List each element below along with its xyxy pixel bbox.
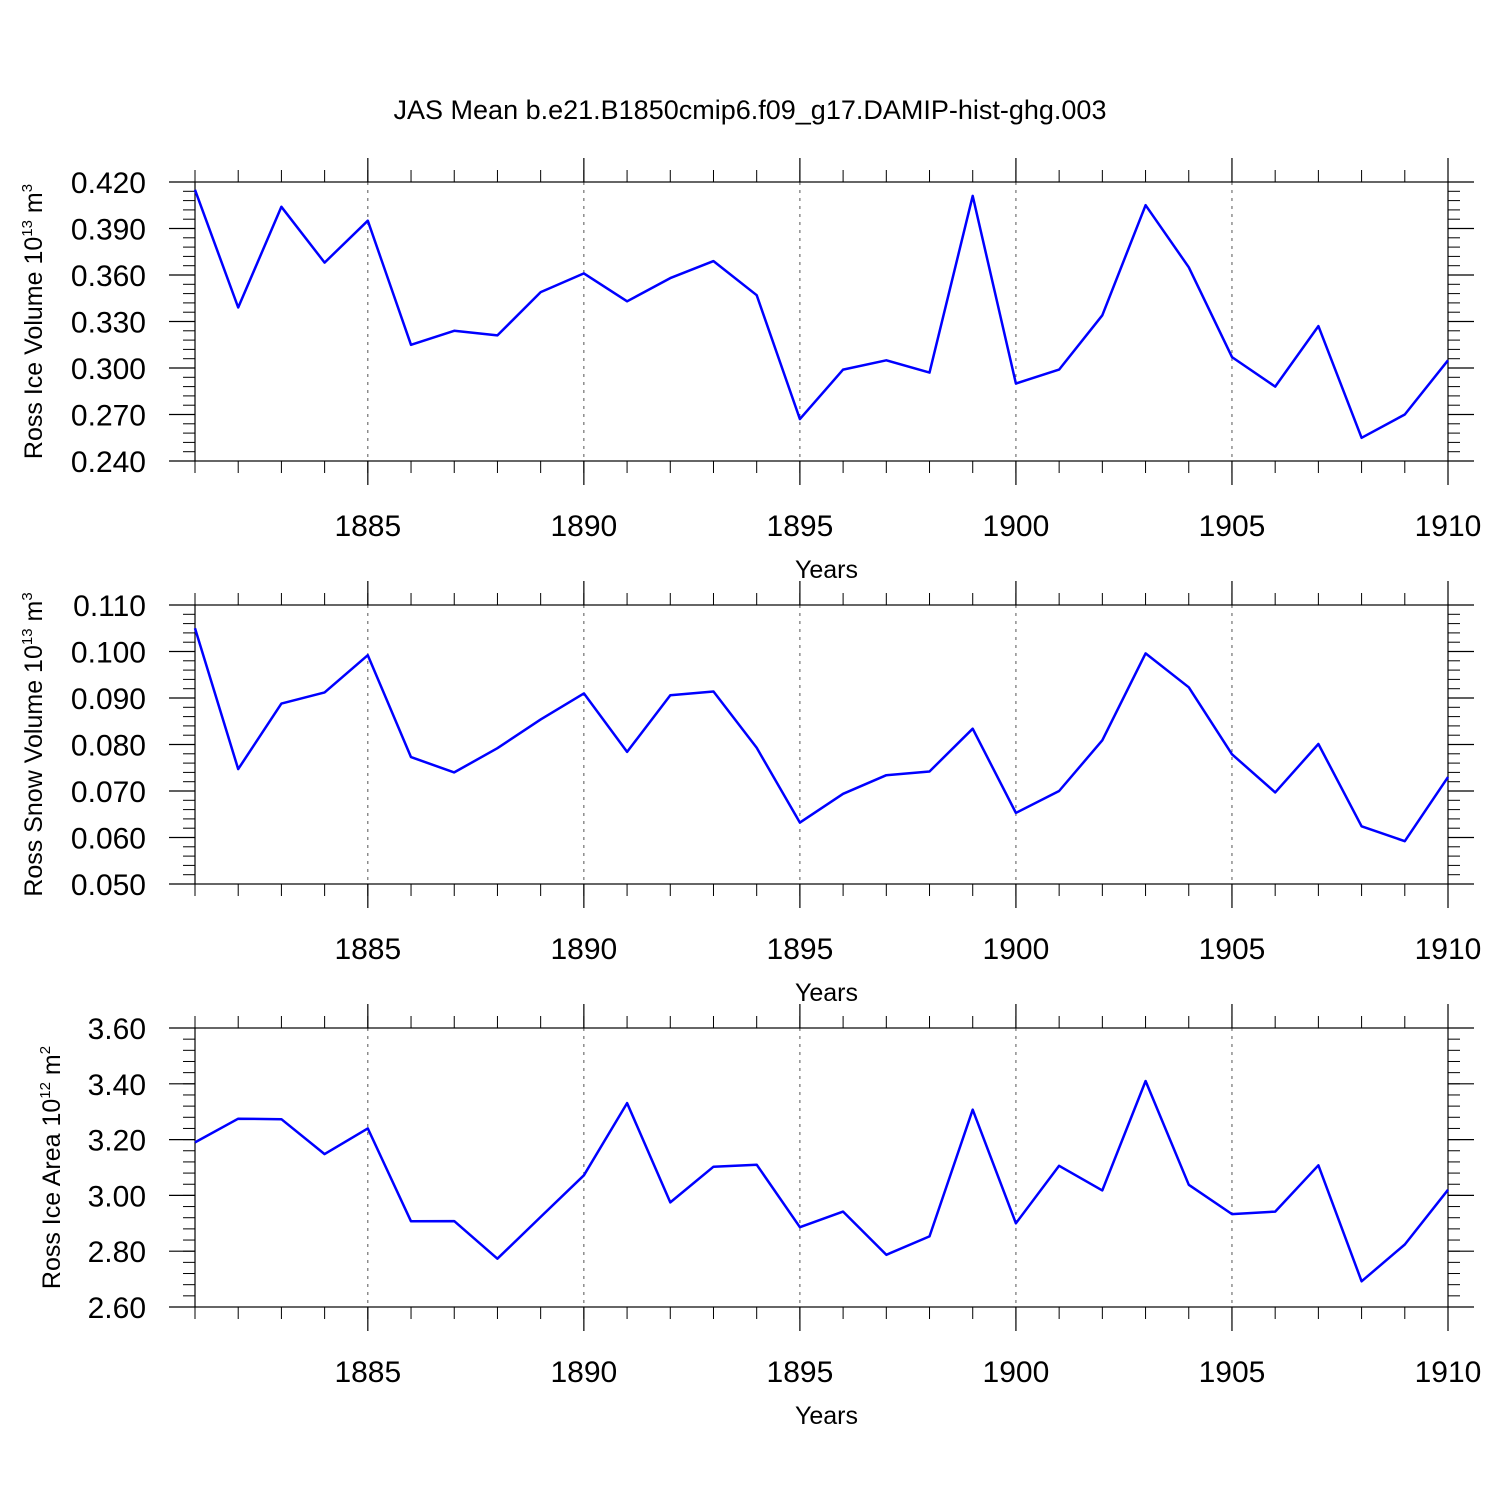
chart-panel-2: 1885 1890 1895 1900 1905 1910 0.050 0.060 0.070 0… — [19, 581, 1481, 1007]
x-tick-label: 1890 — [550, 1356, 617, 1389]
y-tick-label: 3.20 — [88, 1125, 146, 1158]
x-tick-label: 1905 — [1199, 1356, 1266, 1389]
series-line — [193, 189, 1449, 440]
x-tick-label: 1890 — [550, 510, 617, 543]
y-tick-label: 0.360 — [71, 260, 146, 293]
y-tick-label: 0.240 — [71, 446, 146, 479]
y-axis-label: Ross Ice Volume 1013 m3 — [19, 184, 48, 459]
x-axis-label: Years — [795, 1402, 858, 1430]
chart-panel-3: 1885 1890 1895 1900 1905 1910 2.60 2.80 3.00 3.20… — [37, 1004, 1481, 1430]
y-tick-label: 0.060 — [71, 823, 146, 856]
x-tick-label: 1890 — [550, 933, 617, 966]
x-tick-label: 1905 — [1199, 933, 1266, 966]
x-tick-label: 1905 — [1199, 510, 1266, 543]
y-tick-label: 0.080 — [71, 730, 146, 763]
plot-frame — [194, 604, 1449, 885]
y-tick-label: 0.330 — [71, 307, 146, 340]
x-tick-label: 1900 — [983, 1356, 1050, 1389]
series-line — [194, 1079, 1449, 1283]
x-axis-label: Years — [795, 556, 858, 584]
x-tick-label: 1885 — [334, 510, 401, 543]
x-tick-label: 1900 — [983, 510, 1050, 543]
y-tick-label: 2.60 — [88, 1292, 146, 1325]
y-tick-label: 3.00 — [88, 1180, 146, 1213]
y-tick-label: 0.420 — [71, 167, 146, 200]
y-tick-label: 0.300 — [71, 353, 146, 386]
y-tick-label: 3.40 — [88, 1069, 146, 1102]
x-tick-label: 1895 — [767, 1356, 834, 1389]
y-tick-label: 0.110 — [73, 590, 146, 623]
x-axis-label: Years — [795, 979, 858, 1007]
y-tick-label: 0.390 — [71, 214, 146, 247]
y-axis-label: Ross Snow Volume 1013 m3 — [19, 592, 48, 896]
figure-title: JAS Mean b.e21.B1850cmip6.f09_g17.DAMIP-… — [394, 95, 1107, 125]
x-tick-label: 1895 — [767, 933, 834, 966]
y-tick-label: 0.070 — [71, 776, 146, 809]
y-tick-label: 3.60 — [88, 1013, 146, 1046]
x-tick-label: 1895 — [767, 510, 834, 543]
chart-panel-1: 1885 1890 1895 1900 1905 1910 0.240 0.270 0.300 0… — [19, 158, 1481, 584]
y-tick-label: 2.80 — [88, 1236, 146, 1269]
y-tick-label: 0.050 — [71, 869, 146, 902]
x-tick-label: 1910 — [1415, 510, 1482, 543]
plot-frame — [194, 181, 1449, 462]
y-tick-label: 0.100 — [71, 637, 146, 670]
y-tick-label: 0.270 — [71, 400, 146, 433]
x-tick-label: 1900 — [983, 933, 1050, 966]
x-tick-label: 1910 — [1415, 1356, 1482, 1389]
plot-frame — [194, 1027, 1449, 1308]
panels: 1885 1890 1895 1900 1905 1910 0.240 0.270 0.300 0… — [19, 158, 1481, 1430]
x-tick-label: 1910 — [1415, 933, 1482, 966]
x-tick-label: 1885 — [334, 933, 401, 966]
y-axis-label: Ross Ice Area 1012 m2 — [37, 1046, 66, 1289]
series-line — [193, 627, 1450, 843]
y-tick-label: 0.090 — [71, 683, 146, 716]
x-tick-label: 1885 — [334, 1356, 401, 1389]
